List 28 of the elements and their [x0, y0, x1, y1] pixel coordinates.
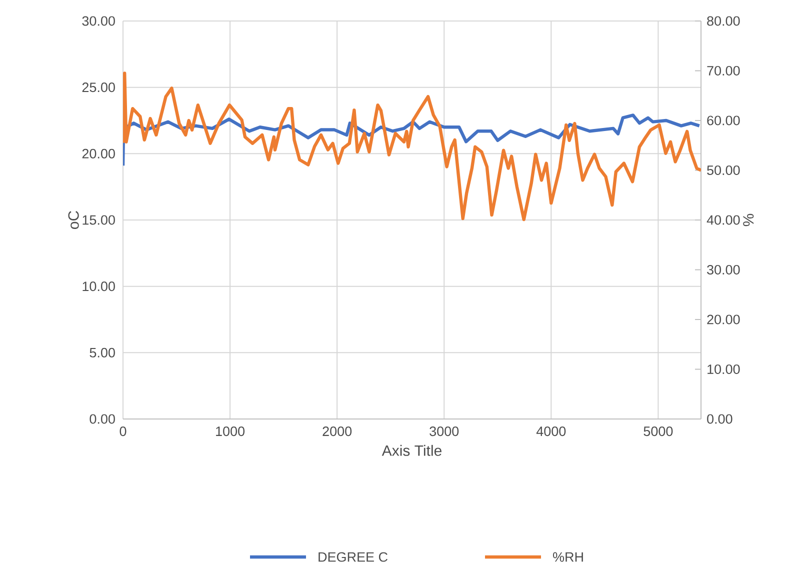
x-tick-label: 1000 [216, 426, 245, 436]
legend-label: %RH [553, 552, 583, 562]
x-axis-title: Axis Title [382, 444, 442, 456]
legend-label: DEGREE C [318, 552, 388, 562]
x-tick-label: 2000 [322, 426, 352, 436]
y-tick-label: 10.00 [82, 282, 115, 292]
x-tick-label: 3000 [430, 426, 459, 436]
y2-tick-label: 20.00 [707, 314, 740, 324]
line-series [123, 72, 702, 222]
y2-tick-label: 30.00 [707, 264, 740, 275]
y-tick-label: 5.00 [90, 348, 115, 358]
x-tick-label: 0 [120, 426, 126, 436]
y-tick-label: 30.00 [82, 16, 115, 26]
y2-tick-label: 0.00 [707, 414, 732, 424]
y-tick-label: 20.00 [82, 148, 115, 158]
x-tick-label: 5000 [644, 426, 673, 436]
y2-tick-label: 80.00 [707, 16, 740, 26]
x-tick-label: 4000 [536, 426, 566, 436]
y2-tick-label: 60.00 [707, 116, 740, 126]
y2-tick-label: 40.00 [706, 215, 740, 225]
y-tick-label: 15.00 [82, 215, 115, 225]
y2-tick-label: 50.00 [707, 165, 740, 176]
y2-tick-label: 70.00 [707, 66, 740, 76]
y2-tick-label: 10.00 [708, 364, 740, 374]
y2-axis-title: % [743, 214, 754, 226]
y-axis-title: oC [68, 210, 79, 229]
y-tick-label: 0.00 [90, 414, 115, 424]
y-tick-label: 25.00 [82, 82, 115, 92]
